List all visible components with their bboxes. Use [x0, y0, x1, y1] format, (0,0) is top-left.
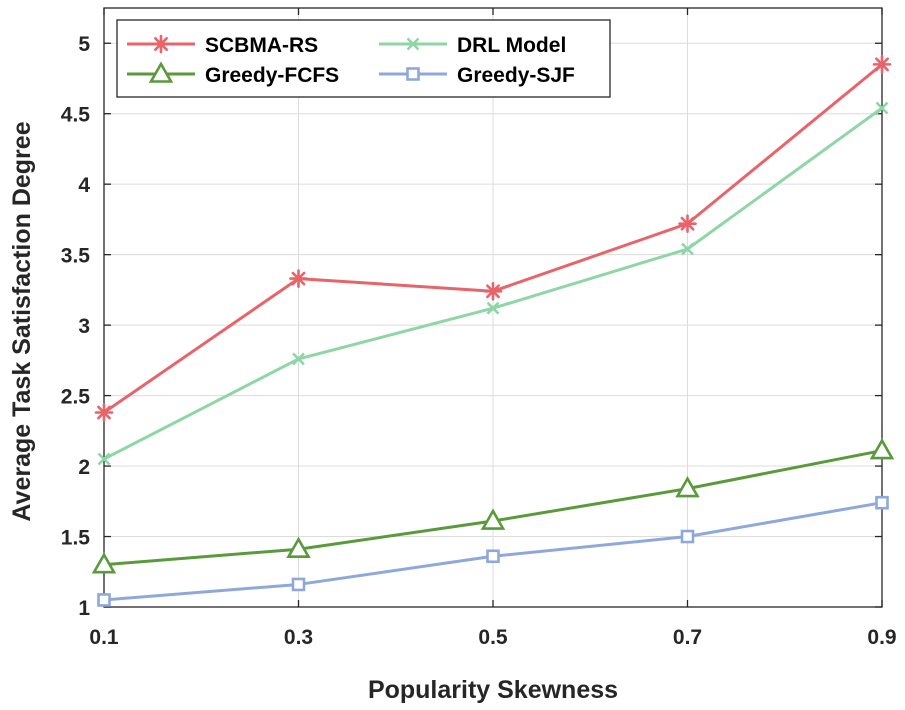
y-axis-title: Average Task Satisfaction Degree — [8, 121, 36, 521]
data-point-drl-model — [486, 301, 500, 315]
data-point-greedy-sjf — [486, 549, 500, 564]
data-point-greedy-fcfs — [675, 475, 700, 498]
data-point-scbma-rs — [94, 403, 114, 422]
y-tick-label: 1 — [78, 597, 90, 620]
data-point-greedy-sjf — [291, 577, 306, 592]
legend-marker — [148, 61, 174, 83]
y-tick-label: 5 — [78, 33, 90, 56]
data-point-drl-model — [97, 452, 111, 466]
series-greedy-fcfs — [91, 437, 895, 574]
data-point-scbma-rs — [872, 55, 892, 74]
x-tick-label: 0.3 — [284, 626, 313, 649]
data-point-greedy-fcfs — [91, 552, 117, 574]
data-point-greedy-fcfs — [286, 536, 311, 559]
data-point-scbma-rs — [483, 281, 503, 301]
legend-item-drl-model: DRL Model — [379, 34, 566, 57]
data-point-greedy-sjf — [97, 593, 111, 607]
series-scbma-rs — [94, 55, 892, 422]
plot-frame — [103, 7, 883, 608]
y-tick-label: 2 — [78, 456, 90, 479]
series-drl-model — [97, 101, 889, 466]
data-point-greedy-fcfs — [869, 437, 895, 460]
y-tick-label: 4 — [78, 174, 90, 197]
series-group — [91, 55, 895, 607]
x-tick-label: 0.9 — [867, 626, 896, 649]
legend-marker — [406, 37, 420, 51]
legend-label: DRL Model — [457, 34, 566, 57]
legend-box — [116, 19, 611, 98]
data-point-greedy-sjf — [875, 495, 889, 510]
y-tick-label: 3.5 — [61, 245, 91, 268]
legend-label: SCBMA-RS — [205, 34, 318, 57]
legend: SCBMA-RS DRL Model Greedy-FCFS Greedy-SJF — [116, 19, 611, 98]
x-tick-label: 0.5 — [478, 626, 508, 649]
data-point-scbma-rs — [678, 214, 697, 233]
legend-item-scbma-rs: SCBMA-RS — [127, 34, 318, 57]
y-tick-label: 4.5 — [61, 104, 91, 127]
legend-item-greedy-sjf: Greedy-SJF — [379, 64, 575, 87]
x-tick-label: 0.1 — [89, 626, 119, 649]
data-point-drl-model — [681, 242, 694, 256]
data-point-drl-model — [875, 101, 889, 115]
data-point-greedy-fcfs — [480, 508, 506, 530]
y-tick-label: 2.5 — [61, 386, 91, 409]
legend-marker — [151, 34, 171, 54]
data-point-drl-model — [292, 352, 305, 366]
y-tick-label: 1.5 — [61, 527, 91, 550]
series-greedy-sjf — [97, 495, 889, 607]
tick-labels: 0.1 0.3 0.5 0.7 0.9 1 1.5 2 2.5 3 3.5 4 4.5 5 — [61, 33, 897, 649]
legend-label: Greedy-FCFS — [205, 64, 339, 87]
legend-marker — [406, 67, 420, 81]
legend-label: Greedy-SJF — [457, 64, 575, 87]
x-tick-label: 0.7 — [673, 626, 702, 649]
y-tick-label: 3 — [78, 315, 90, 338]
x-axis-title: Popularity Skewness — [368, 676, 618, 704]
data-point-scbma-rs — [289, 269, 308, 288]
data-point-greedy-sjf — [680, 529, 695, 544]
legend-item-greedy-fcfs: Greedy-FCFS — [127, 61, 339, 87]
